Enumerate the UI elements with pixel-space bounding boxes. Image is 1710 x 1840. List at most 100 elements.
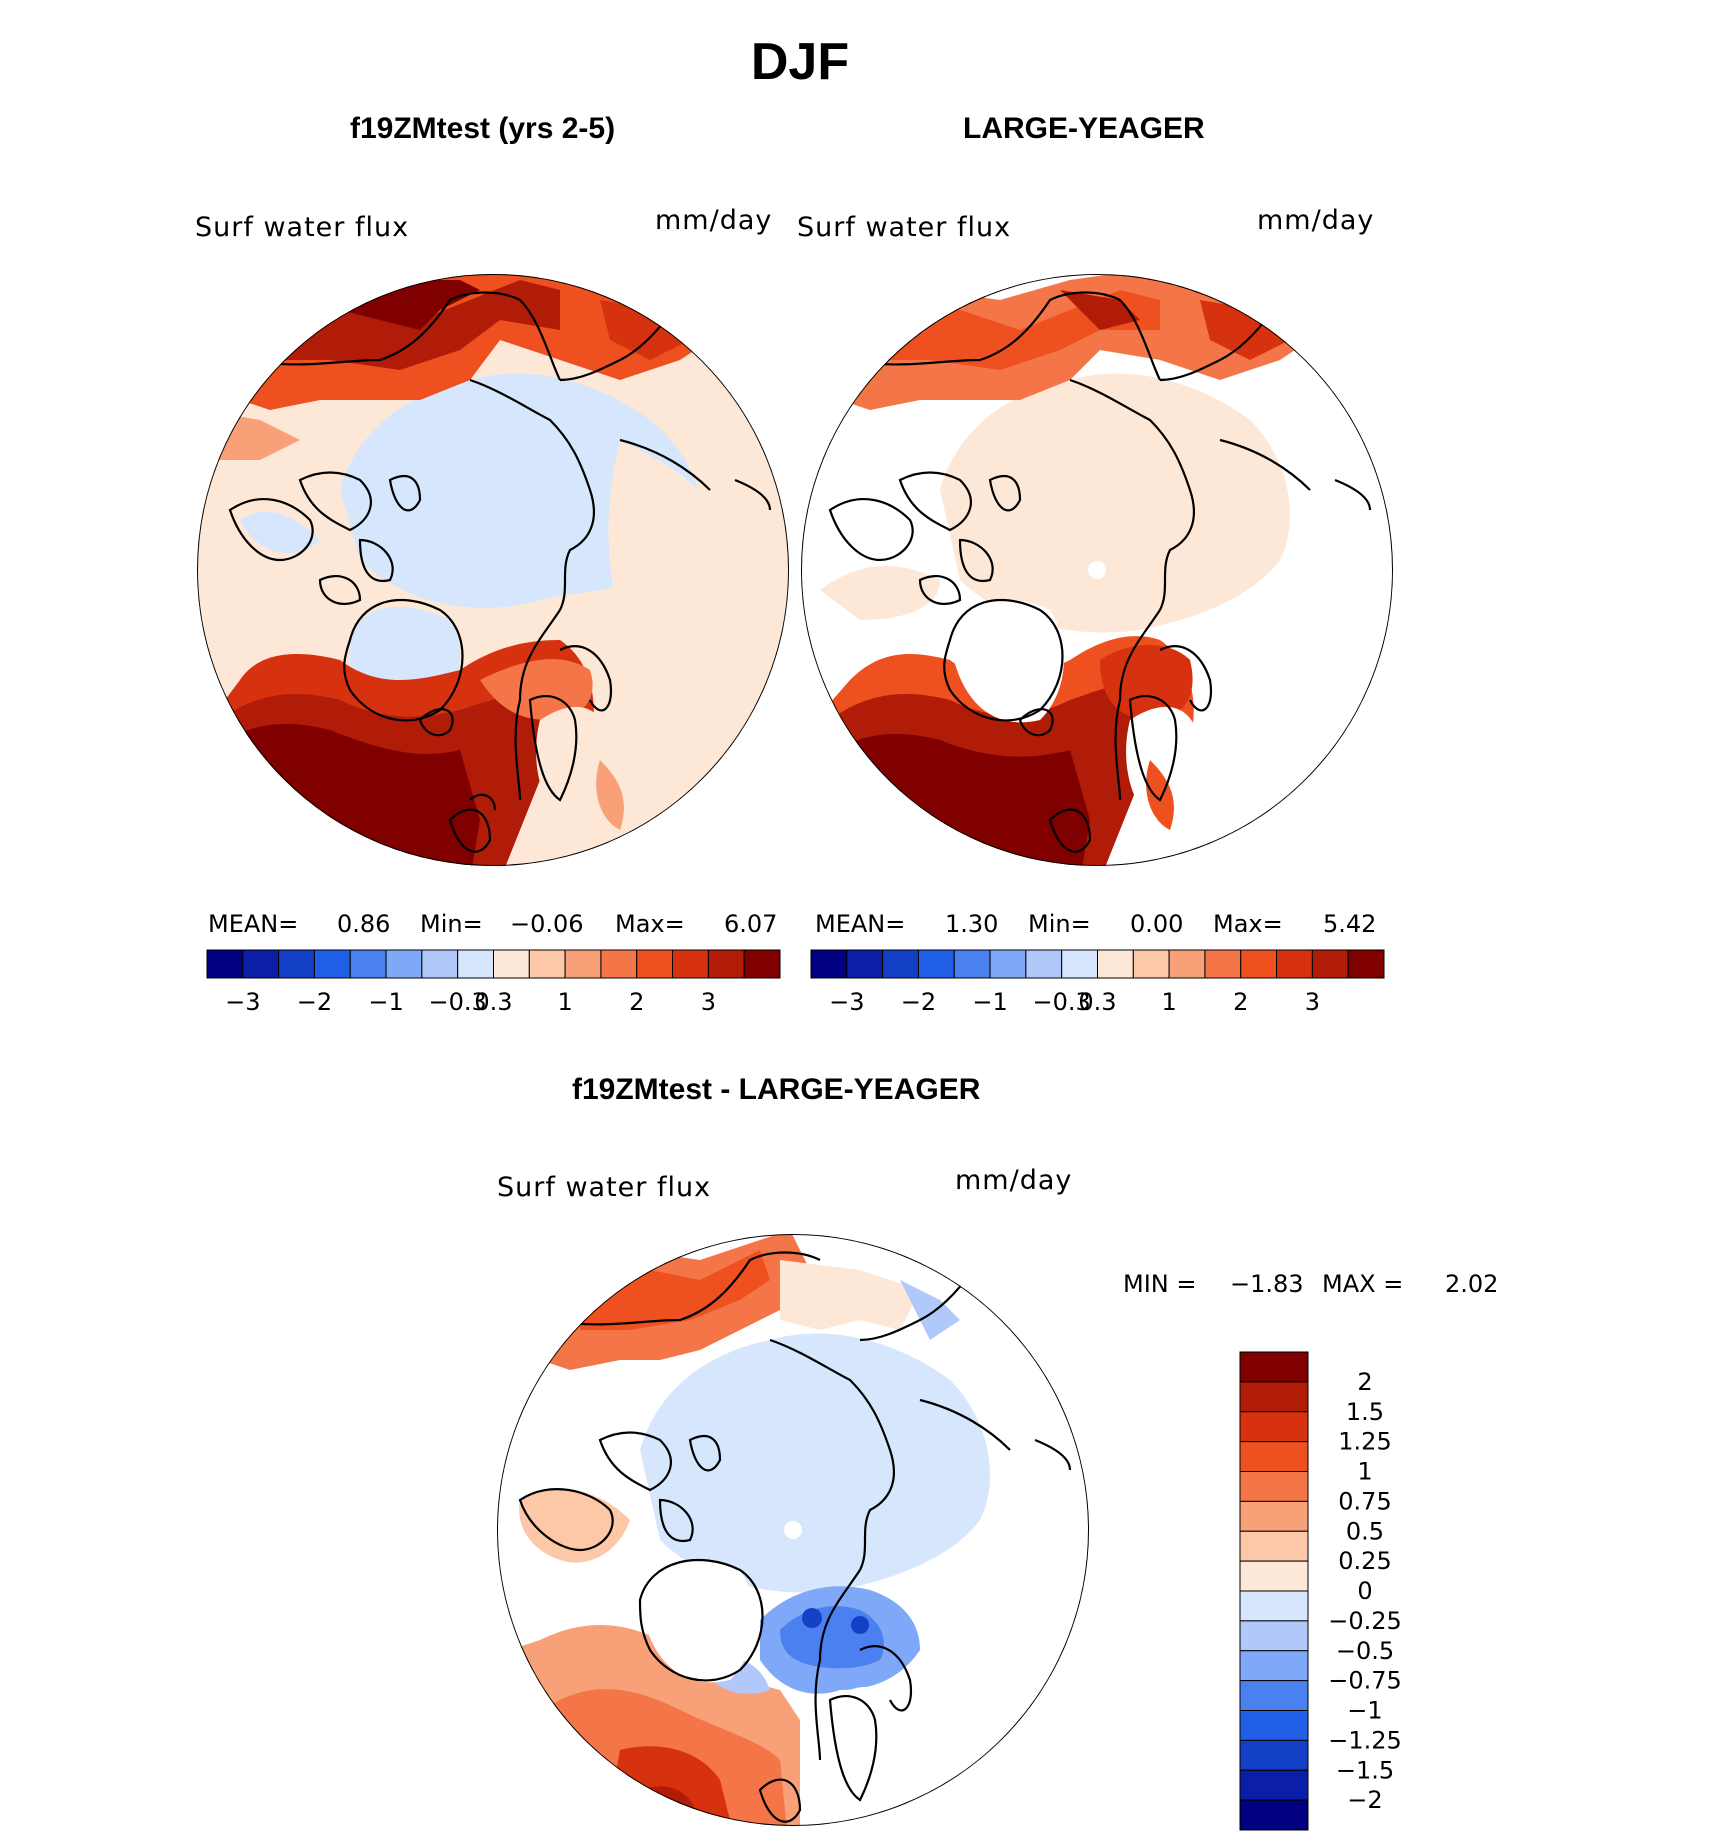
- colorbar-diff-label: −1.25: [1328, 1726, 1402, 1754]
- colorbar-2-tick-label: 3: [1305, 988, 1320, 1016]
- colorbar-1-swatch: [457, 949, 494, 979]
- colorbar-1-tick-label: −2: [297, 988, 332, 1016]
- panel-1-min-value: −0.06: [510, 910, 584, 938]
- colorbar-1-tick-label: 0.3: [474, 988, 512, 1016]
- panel-3-title: f19ZMtest - LARGE-YEAGER: [572, 1073, 981, 1106]
- colorbar-1-swatch: [349, 949, 387, 979]
- colorbar-diff-label: 0.75: [1338, 1487, 1391, 1515]
- panel-1-units: mm/day: [655, 205, 773, 236]
- colorbar-diff-label: 1.5: [1346, 1398, 1384, 1426]
- colorbar-panel-2: −3 −2 −1 −0.30.3 1 2 3: [810, 949, 1385, 1016]
- colorbar-diff-swatch: [1239, 1710, 1309, 1741]
- colorbar-2-swatch: [882, 949, 919, 979]
- colorbar-1-swatch: [313, 949, 351, 979]
- colorbar-1-tick-label: −3: [225, 988, 260, 1016]
- colorbar-1-tick-label: 1: [557, 988, 572, 1016]
- colorbar-diff-swatch: [1239, 1500, 1309, 1532]
- colorbar-diff-swatch: [1239, 1680, 1309, 1711]
- colorbar-1-swatch: [672, 949, 709, 979]
- colorbar-2-swatch: [917, 949, 955, 979]
- panel-3-max-label: MAX =: [1322, 1270, 1404, 1298]
- colorbar-diff-label: 0.25: [1338, 1547, 1391, 1575]
- panel-1-max-label: Max=: [615, 910, 685, 938]
- colorbar-diff-swatch: [1239, 1560, 1309, 1592]
- panel-2-mean-label: MEAN=: [815, 910, 906, 938]
- colorbar-2-swatch: [953, 949, 991, 979]
- colorbar-diff-swatch: [1239, 1650, 1309, 1682]
- colorbar-1-tick-label: −1: [368, 988, 403, 1016]
- panel-2-max-value: 5.42: [1323, 910, 1377, 938]
- colorbar-2-swatch: [1347, 949, 1385, 979]
- colorbar-diff-swatch: [1239, 1799, 1309, 1831]
- panel-3-field-label: Surf water flux: [497, 1172, 712, 1203]
- colorbar-1-swatch: [707, 949, 745, 979]
- map-panel-3: [497, 1234, 1089, 1826]
- colorbar-2-tick-label: −0.3: [1033, 988, 1091, 1016]
- colorbar-2-tick-label: 0.3: [1078, 988, 1116, 1016]
- colorbar-2-swatch: [1097, 949, 1134, 979]
- colorbar-2-tick-label: −3: [829, 988, 864, 1016]
- colorbar-diff-label: −1.5: [1336, 1756, 1394, 1784]
- colorbar-diff-swatch: [1239, 1351, 1309, 1383]
- panel-2-max-label: Max=: [1213, 910, 1283, 938]
- panel-2-field-label: Surf water flux: [797, 212, 1012, 243]
- colorbar-1-swatch: [206, 949, 244, 979]
- panel-1-mean-value: 0.86: [337, 910, 391, 938]
- colorbar-1-swatch: [421, 949, 459, 979]
- colorbar-1-swatch: [278, 949, 315, 979]
- colorbar-2-tick-label: 1: [1161, 988, 1176, 1016]
- panel-1-max-value: 6.07: [724, 910, 778, 938]
- colorbar-diff-swatch: [1239, 1620, 1309, 1652]
- colorbar-diff-swatch: [1239, 1381, 1309, 1413]
- colorbar-2-swatch: [989, 949, 1027, 979]
- panel-2-title: LARGE-YEAGER: [963, 112, 1205, 145]
- colorbar-diff-label: −2: [1347, 1786, 1382, 1814]
- panel-3-max-value: 2.02: [1445, 1270, 1499, 1298]
- colorbar-2-swatch: [810, 949, 848, 979]
- colorbar-diff-swatch: [1239, 1590, 1309, 1622]
- panel-1-min-label: Min=: [420, 910, 483, 938]
- colorbar-2-swatch: [1061, 949, 1098, 979]
- colorbar-2-swatch: [1240, 949, 1278, 979]
- colorbar-2-swatch: [1276, 949, 1313, 979]
- colorbar-diff-swatch: [1239, 1739, 1309, 1771]
- colorbar-1-swatch: [385, 949, 423, 979]
- colorbar-panel-1: −3 −2 −1 −0.30.3 1 2 3: [206, 949, 781, 1016]
- colorbar-2-tick-label: 2: [1233, 988, 1248, 1016]
- colorbar-1-swatch: [564, 949, 602, 979]
- colorbar-2-swatch: [1025, 949, 1063, 979]
- colorbar-1-swatch: [528, 949, 566, 979]
- panel-3-units: mm/day: [955, 1165, 1073, 1196]
- colorbar-1-swatch: [743, 949, 781, 979]
- figure-title: DJF: [750, 33, 850, 91]
- colorbar-diff-label: 0: [1357, 1577, 1372, 1605]
- colorbar-diff-swatch: [1239, 1471, 1309, 1502]
- panel-2-units: mm/day: [1257, 205, 1375, 236]
- colorbar-diff-swatch: [1239, 1411, 1309, 1443]
- panel-1-mean-label: MEAN=: [208, 910, 299, 938]
- colorbar-diff-label: 1: [1357, 1458, 1372, 1486]
- colorbar-2-swatch: [1311, 949, 1349, 979]
- colorbar-diff-label: 0.5: [1346, 1517, 1384, 1545]
- panel-2-min-value: 0.00: [1130, 910, 1184, 938]
- panel-3-min-value: −1.83: [1230, 1270, 1304, 1298]
- colorbar-1-swatch: [493, 949, 530, 979]
- colorbar-diff-swatch: [1239, 1530, 1309, 1562]
- panel-3-min-label: MIN =: [1123, 1270, 1197, 1298]
- colorbar-2-swatch: [1132, 949, 1170, 979]
- panel-2-mean-value: 1.30: [945, 910, 999, 938]
- panel-1-title: f19ZMtest (yrs 2-5): [350, 112, 616, 145]
- colorbar-2-tick-label: −2: [901, 988, 936, 1016]
- map-panel-1: [197, 274, 789, 866]
- colorbar-diff-label: −0.75: [1328, 1667, 1402, 1695]
- colorbar-1-swatch: [242, 949, 280, 979]
- colorbar-difference: 21.51.2510.750.50.250−0.25−0.5−0.75−1−1.…: [1239, 1351, 1402, 1831]
- colorbar-diff-label: −0.5: [1336, 1637, 1394, 1665]
- colorbar-1-swatch: [636, 949, 674, 979]
- colorbar-2-swatch: [1204, 949, 1242, 979]
- colorbar-2-swatch: [846, 949, 884, 979]
- colorbar-diff-label: 1.25: [1338, 1428, 1391, 1456]
- colorbar-1-tick-label: −0.3: [429, 988, 487, 1016]
- colorbar-2-swatch: [1168, 949, 1206, 979]
